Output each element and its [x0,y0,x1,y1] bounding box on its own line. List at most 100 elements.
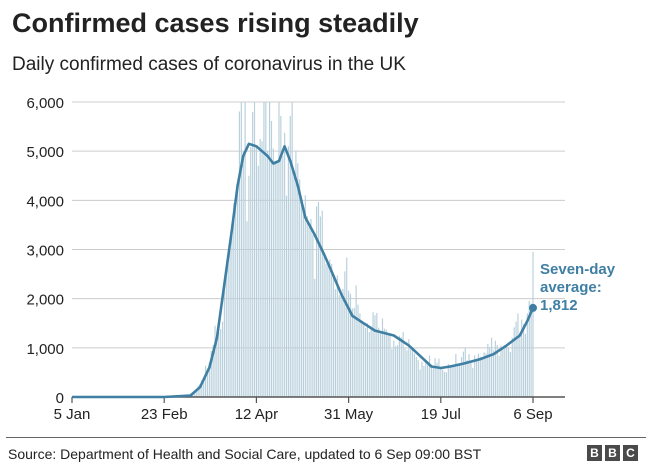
daily-case-bar [389,335,391,397]
daily-case-bar [395,346,397,397]
daily-case-bar [460,357,463,397]
daily-case-bar [334,289,337,397]
daily-case-bar [278,102,280,397]
daily-case-bar [302,205,305,397]
daily-case-bar [494,340,496,397]
y-tick-label: 0 [56,390,64,407]
daily-case-bar [411,347,414,397]
daily-case-bar [276,161,278,397]
daily-case-bar [353,307,355,397]
logo-letter: C [623,445,638,461]
daily-case-bar [398,335,400,397]
daily-case-bar [231,234,233,397]
chart-subtitle: Daily confirmed cases of coronavirus in … [12,54,406,75]
daily-case-bar [257,165,259,397]
daily-case-bar [485,353,487,397]
daily-case-bar [263,102,265,397]
daily-case-bar [421,361,423,397]
daily-case-bar [455,354,457,397]
y-tick-label: 5,000 [26,144,64,161]
daily-case-bar [500,345,502,397]
daily-case-bar [338,295,340,397]
chart-title: Confirmed cases rising steadily [12,8,419,38]
x-tick-label: 12 Apr [235,406,278,423]
daily-case-bar [205,365,207,397]
daily-case-bar [210,350,212,397]
daily-case-bar [218,331,220,397]
daily-case-bar [280,115,282,397]
daily-case-bar [474,355,476,397]
daily-case-bar [331,263,333,397]
average-annotation-label: 1,812 [540,297,578,314]
daily-case-bar [462,351,464,397]
daily-case-bar [383,328,385,397]
daily-case-bar [364,327,367,397]
daily-case-bar [472,367,474,397]
footer-divider [6,437,646,438]
daily-case-bar [391,349,393,397]
daily-case-bar [268,102,271,397]
daily-case-bar [483,352,485,397]
daily-case-bar [225,273,227,397]
daily-case-bar [344,271,346,397]
y-tick-label: 6,000 [26,95,64,112]
daily-case-bar [513,327,515,397]
daily-case-bar [259,138,261,397]
daily-case-bar [284,132,286,397]
daily-case-bar [293,170,295,397]
daily-case-bar [511,337,513,397]
daily-case-bar [372,312,374,397]
daily-case-bar [265,102,267,397]
daily-case-bar [351,308,353,397]
daily-case-bar [310,218,312,397]
daily-case-bar [208,362,210,397]
daily-case-bar [502,348,504,397]
seven-day-average-line [72,142,535,399]
daily-case-bar [201,380,203,397]
daily-case-bar [530,303,532,397]
daily-case-bar [404,348,406,397]
daily-case-bar [238,111,241,397]
daily-case-bar [270,120,273,397]
daily-case-bar [436,362,438,397]
x-tick-label: 31 May [324,406,374,423]
daily-case-bar [504,344,506,397]
daily-case-bar [477,353,480,397]
daily-case-bar [308,227,310,397]
daily-case-bar [428,355,431,397]
x-tick-label: 5 Jan [54,406,91,423]
daily-case-bar [470,362,472,397]
daily-case-bar [438,358,440,397]
daily-case-bar [317,201,320,397]
daily-case-bar [242,151,244,397]
daily-case-bar [235,208,237,397]
average-annotation-label: average: [540,279,602,296]
daily-case-bar [274,161,276,397]
daily-case-bar [321,210,323,397]
daily-case-bar [481,358,483,397]
x-tick-label: 19 Jul [421,406,461,423]
daily-case-bar [402,331,404,397]
source-note: Source: Department of Health and Social … [8,446,482,462]
daily-case-bar [459,363,461,397]
daily-case-bar [368,332,370,397]
daily-case-bar [425,361,427,397]
daily-case-bar [487,343,489,397]
daily-case-bar [253,102,256,397]
logo-letter: B [605,445,620,461]
daily-case-bar [214,325,216,397]
daily-case-bar [378,327,380,397]
daily-case-bar [336,275,338,397]
daily-case-bar [393,340,395,397]
daily-case-bar [329,259,331,397]
daily-case-bar [468,354,470,397]
daily-case-bar [314,278,316,397]
daily-case-bar [415,356,417,397]
daily-case-bar [299,179,301,397]
daily-case-bar [291,102,293,397]
daily-case-bar [519,333,521,397]
daily-case-bar [381,318,384,397]
daily-case-bar [267,151,269,397]
daily-case-bar [413,353,416,397]
daily-case-bar [453,365,455,397]
